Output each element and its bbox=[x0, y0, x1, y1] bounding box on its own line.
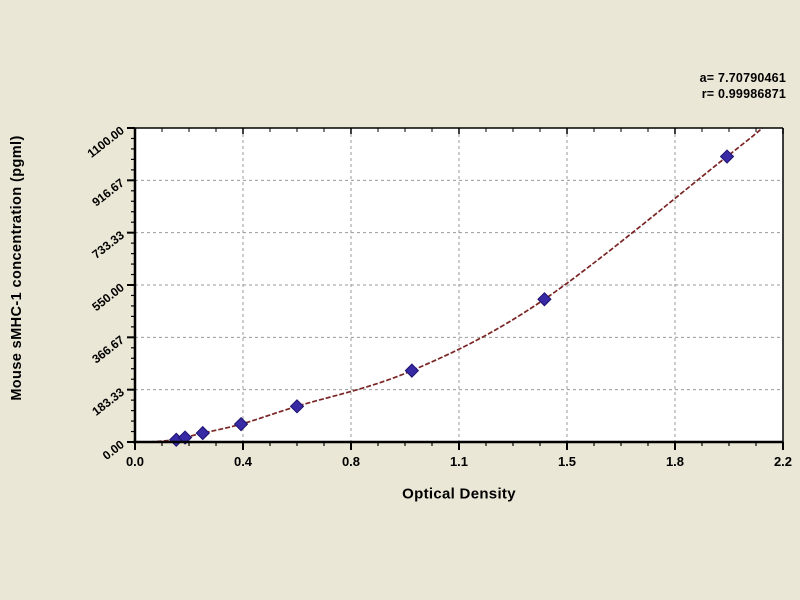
x-tick-label: 0.8 bbox=[342, 454, 360, 469]
data-point bbox=[404, 363, 420, 378]
y-tick-label: 733.33 bbox=[89, 228, 127, 262]
fit-r-value: r= 0.99986871 bbox=[701, 87, 786, 101]
y-tick-label: 0.00 bbox=[100, 437, 127, 463]
fit-annotation: a= 7.70790461 r= 0.99986871 bbox=[700, 70, 786, 102]
y-tick-label: 366.67 bbox=[89, 332, 127, 366]
y-tick-label: 1100.00 bbox=[85, 123, 128, 161]
x-tick-label: 1.1 bbox=[450, 454, 468, 469]
x-tick-label: 0.4 bbox=[234, 454, 253, 469]
y-tick-label: 183.33 bbox=[89, 385, 127, 419]
y-tick-label: 916.67 bbox=[89, 175, 127, 209]
data-point bbox=[195, 425, 210, 441]
x-tick-label: 1.5 bbox=[558, 454, 576, 469]
data-point bbox=[233, 416, 249, 432]
x-tick-label: 0.0 bbox=[126, 454, 144, 469]
data-point bbox=[537, 292, 552, 307]
x-axis-title: Optical Density bbox=[402, 485, 516, 503]
fit-curve bbox=[149, 127, 763, 443]
x-tick-label: 2.2 bbox=[774, 454, 792, 469]
x-tick-label: 1.8 bbox=[666, 454, 684, 469]
y-tick-label: 550.00 bbox=[89, 280, 127, 314]
data-point bbox=[719, 149, 735, 164]
data-point bbox=[289, 399, 305, 414]
fit-a-value: a= 7.70790461 bbox=[699, 71, 786, 85]
